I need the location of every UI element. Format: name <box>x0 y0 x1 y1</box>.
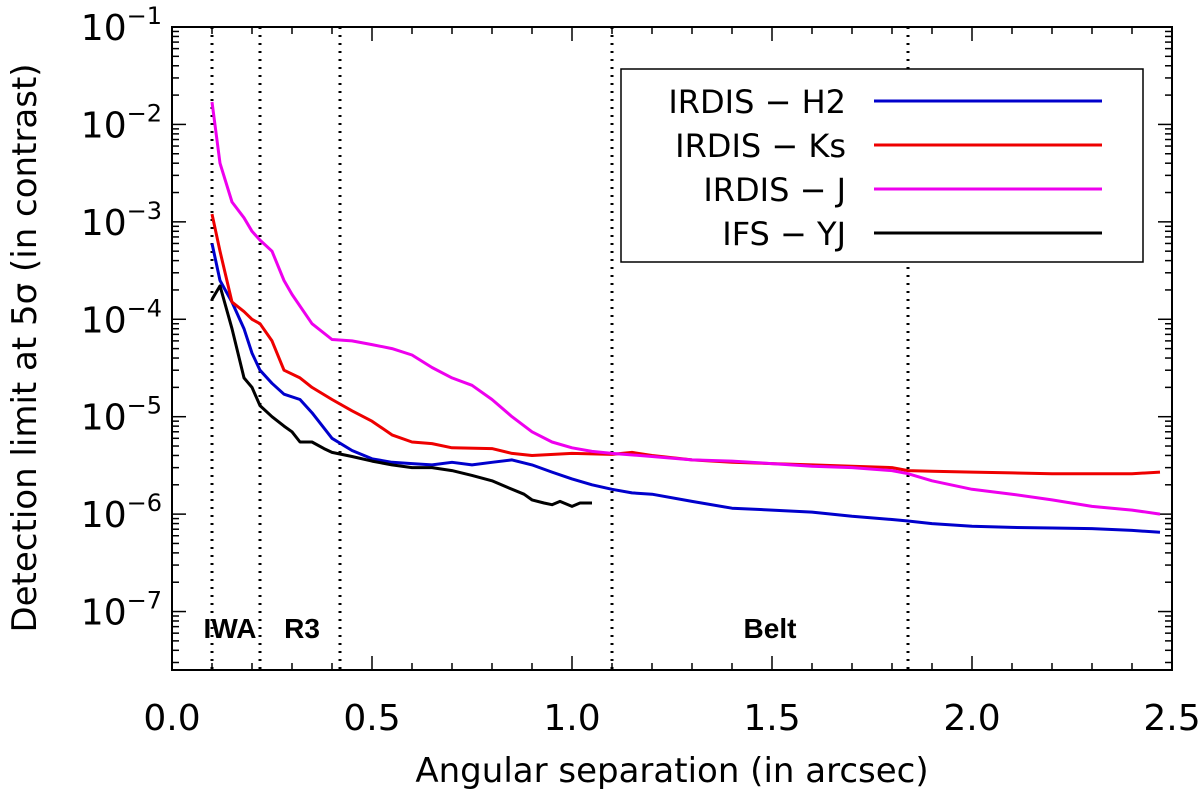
region-label: Belt <box>744 613 797 644</box>
x-tick-label: 1.0 <box>543 698 600 739</box>
series-line <box>210 243 1161 534</box>
vertical-lines <box>210 27 910 670</box>
legend-label: IFS − YJ <box>722 215 846 253</box>
legend-label: IRDIS − H2 <box>668 83 846 121</box>
region-label: IWA <box>204 613 257 644</box>
region-labels: IWA R3 Belt <box>204 613 797 644</box>
x-tick-label: 0.5 <box>343 698 400 739</box>
y-tick-label: 10−6 <box>81 489 162 536</box>
x-tick-label: 2.0 <box>943 698 1000 739</box>
series-line <box>210 101 1161 516</box>
y-tick-label: 10−7 <box>81 587 162 634</box>
region-label: R3 <box>284 613 320 644</box>
ticks: 0.0 0.5 1.0 1.5 2.0 2.5 10−1 10−2 10−3 10−4 10−5 10… <box>81 2 1200 739</box>
y-tick-label: 10−2 <box>81 99 162 146</box>
series-line <box>210 284 592 508</box>
y-tick-label: 10−5 <box>81 392 162 439</box>
legend-label: IRDIS − J <box>703 171 846 209</box>
legend: IRDIS − H2 IRDIS − Ks IRDIS − J IFS − YJ <box>620 68 1144 263</box>
y-tick-label: 10−3 <box>81 197 162 244</box>
series-lines <box>210 101 1161 534</box>
y-tick-label: 10−1 <box>81 2 162 49</box>
x-tick-label: 1.5 <box>743 698 800 739</box>
x-tick-label: 2.5 <box>1143 698 1200 739</box>
x-axis-title: Angular separation (in arcsec) <box>415 751 928 791</box>
x-tick-label: 0.0 <box>143 698 200 739</box>
legend-label: IRDIS − Ks <box>675 127 846 165</box>
y-tick-label: 10−4 <box>81 294 162 341</box>
y-axis-title: Detection limit at 5σ (in contrast) <box>5 63 45 632</box>
series-line <box>210 213 1161 476</box>
